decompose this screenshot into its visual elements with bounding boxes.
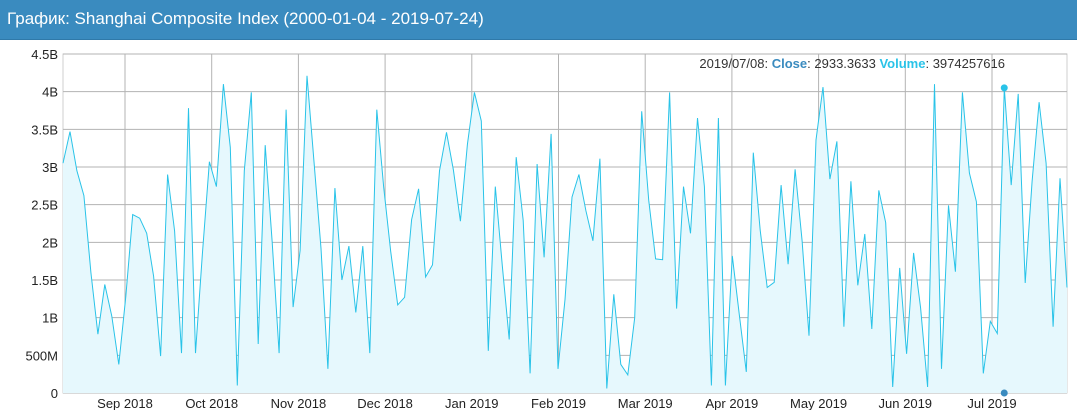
- x-tick-label: Dec 2018: [357, 396, 413, 410]
- readout-volume-value: 3974257616: [933, 56, 1005, 71]
- readout-date: 2019/07/08:: [699, 56, 768, 71]
- x-tick-label: Mar 2019: [618, 396, 673, 410]
- x-tick-label: Jan 2019: [445, 396, 499, 410]
- volume-area: [63, 75, 1067, 394]
- y-tick-label: 0: [51, 386, 58, 401]
- x-tick-label: Nov 2018: [271, 396, 327, 410]
- chart-header: График: Shanghai Composite Index (2000-0…: [0, 0, 1077, 40]
- hover-readout: 2019/07/08: Close: 2933.3633 Volume: 397…: [699, 56, 1005, 71]
- x-tick-label: Jun 2019: [879, 396, 933, 410]
- x-tick-label: Sep 2018: [97, 396, 153, 410]
- readout-volume-label: Volume: [879, 56, 925, 71]
- y-tick-label: 4B: [42, 85, 58, 100]
- volume-area-chart[interactable]: 0 500M 1B 1.5B 2B 2.5B 3B 3.5B 4B 4.5B Sep 2018 Oc…: [0, 40, 1077, 410]
- x-tick-label: Feb 2019: [531, 396, 586, 410]
- hover-marker: [1000, 84, 1008, 397]
- x-tick-label: May 2019: [790, 396, 847, 410]
- x-tick-label: Apr 2019: [706, 396, 759, 410]
- y-tick-label: 500M: [25, 348, 58, 363]
- hover-axis-point: [1000, 389, 1008, 397]
- volume-line: [62, 75, 1068, 389]
- y-tick-label: 1B: [42, 311, 58, 326]
- hover-point: [1000, 84, 1008, 92]
- y-tick-label: 3B: [42, 160, 58, 175]
- y-tick-label: 1.5B: [31, 273, 58, 288]
- y-tick-label: 2B: [42, 235, 58, 250]
- x-tick-label: Oct 2018: [185, 396, 238, 410]
- readout-close-label: Close: [772, 56, 807, 71]
- chart-title: График: Shanghai Composite Index (2000-0…: [7, 9, 484, 28]
- y-axis-labels: 0 500M 1B 1.5B 2B 2.5B 3B 3.5B 4B 4.5B: [25, 47, 58, 401]
- y-tick-label: 3.5B: [31, 122, 58, 137]
- y-tick-label: 2.5B: [31, 198, 58, 213]
- x-axis-labels: Sep 2018 Oct 2018 Nov 2018 Dec 2018 Jan 2019…: [97, 396, 1016, 410]
- readout-close-value: 2933.3633: [814, 56, 875, 71]
- x-tick-label: Jul 2019: [967, 396, 1016, 410]
- y-tick-label: 4.5B: [31, 47, 58, 62]
